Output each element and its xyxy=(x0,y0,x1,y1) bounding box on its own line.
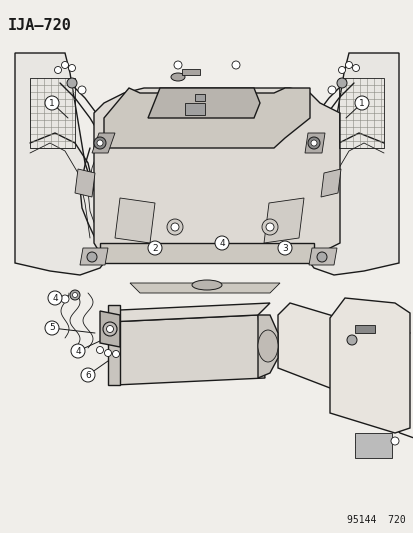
Circle shape xyxy=(72,293,77,297)
Polygon shape xyxy=(108,315,264,385)
Polygon shape xyxy=(94,88,339,263)
Circle shape xyxy=(166,219,183,235)
Polygon shape xyxy=(329,298,409,433)
Circle shape xyxy=(48,291,62,305)
Polygon shape xyxy=(108,305,120,385)
Circle shape xyxy=(68,64,75,71)
Text: 2: 2 xyxy=(152,244,157,253)
Circle shape xyxy=(45,96,59,110)
Circle shape xyxy=(103,322,117,336)
Circle shape xyxy=(70,290,80,300)
Circle shape xyxy=(71,344,85,358)
Circle shape xyxy=(67,78,77,88)
Polygon shape xyxy=(15,53,110,275)
Circle shape xyxy=(104,350,111,357)
Polygon shape xyxy=(304,133,324,153)
Circle shape xyxy=(81,368,95,382)
Bar xyxy=(182,69,199,75)
Text: 95144  720: 95144 720 xyxy=(347,515,405,525)
Circle shape xyxy=(345,61,351,69)
Polygon shape xyxy=(115,198,154,243)
Circle shape xyxy=(171,223,178,231)
Polygon shape xyxy=(100,243,313,263)
Circle shape xyxy=(61,295,69,303)
Circle shape xyxy=(390,437,398,445)
Bar xyxy=(354,325,374,333)
Text: IJA–720: IJA–720 xyxy=(8,18,72,33)
Circle shape xyxy=(55,67,62,74)
Polygon shape xyxy=(15,43,398,275)
Ellipse shape xyxy=(171,73,185,81)
Text: 4: 4 xyxy=(218,238,224,247)
Circle shape xyxy=(78,86,86,94)
Circle shape xyxy=(327,86,335,94)
Circle shape xyxy=(316,252,326,262)
Circle shape xyxy=(62,61,68,69)
Circle shape xyxy=(354,96,368,110)
Circle shape xyxy=(147,241,161,255)
Polygon shape xyxy=(104,88,309,148)
Text: 4: 4 xyxy=(52,294,58,303)
Polygon shape xyxy=(100,311,120,347)
Polygon shape xyxy=(277,303,344,388)
Circle shape xyxy=(173,61,182,69)
Bar xyxy=(185,103,204,115)
Text: 5: 5 xyxy=(49,324,55,333)
Ellipse shape xyxy=(257,330,277,362)
Circle shape xyxy=(94,137,106,149)
Circle shape xyxy=(307,137,319,149)
Circle shape xyxy=(351,64,358,71)
Polygon shape xyxy=(130,283,279,293)
Text: 4: 4 xyxy=(75,346,81,356)
Circle shape xyxy=(336,78,346,88)
Circle shape xyxy=(231,61,240,69)
Polygon shape xyxy=(147,88,259,118)
Polygon shape xyxy=(308,248,336,265)
Polygon shape xyxy=(354,433,391,458)
Circle shape xyxy=(261,219,277,235)
Circle shape xyxy=(338,67,345,74)
Circle shape xyxy=(96,346,103,353)
Ellipse shape xyxy=(192,280,221,290)
Polygon shape xyxy=(75,169,95,197)
Bar xyxy=(195,94,204,101)
Polygon shape xyxy=(0,288,413,513)
Polygon shape xyxy=(80,248,108,265)
Circle shape xyxy=(87,252,97,262)
Circle shape xyxy=(45,321,59,335)
Text: 1: 1 xyxy=(49,99,55,108)
Circle shape xyxy=(106,326,113,333)
Polygon shape xyxy=(257,315,277,378)
Text: 1: 1 xyxy=(358,99,364,108)
Circle shape xyxy=(346,335,356,345)
Polygon shape xyxy=(263,198,303,243)
Circle shape xyxy=(277,241,291,255)
Circle shape xyxy=(310,140,316,146)
Polygon shape xyxy=(92,133,115,153)
Circle shape xyxy=(97,140,103,146)
Circle shape xyxy=(214,236,228,250)
Text: 3: 3 xyxy=(281,244,287,253)
Polygon shape xyxy=(320,169,340,197)
Circle shape xyxy=(112,351,119,358)
Polygon shape xyxy=(303,53,398,275)
Polygon shape xyxy=(108,303,269,322)
Circle shape xyxy=(266,223,273,231)
Text: 6: 6 xyxy=(85,370,91,379)
